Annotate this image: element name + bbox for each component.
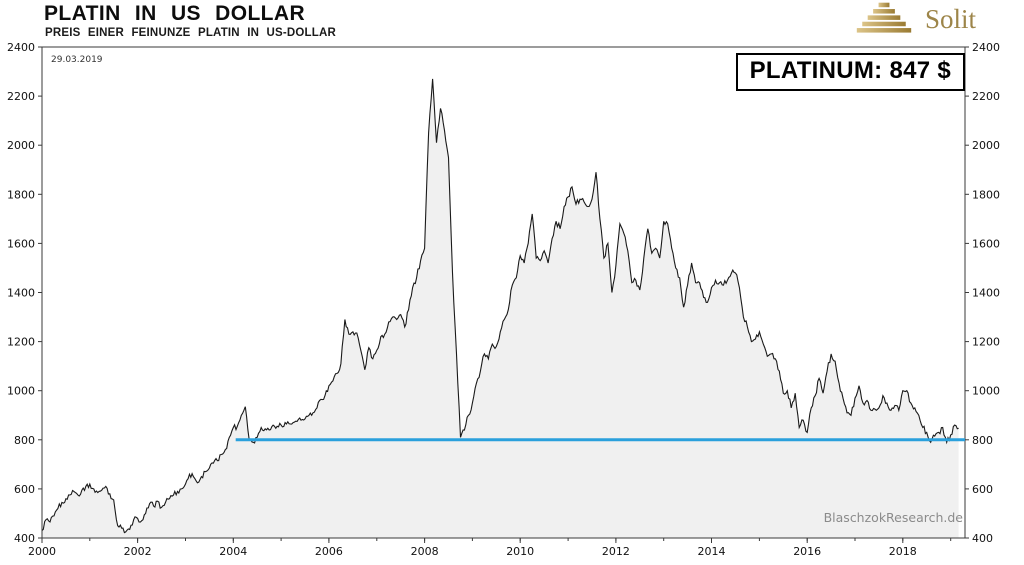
y-tick-label-right: 1600 bbox=[972, 237, 1000, 250]
y-tick-label-left: 1200 bbox=[7, 336, 35, 349]
solit-logo: Solit bbox=[855, 2, 976, 36]
y-tick-label-left: 2000 bbox=[7, 139, 35, 152]
page-subtitle: PREIS EINER FEINUNZE PLATIN IN US-DOLLAR bbox=[45, 27, 337, 39]
x-tick-label: 2006 bbox=[315, 545, 343, 558]
y-tick-label-left: 400 bbox=[14, 532, 35, 545]
y-tick-label-left: 2400 bbox=[7, 41, 35, 54]
y-tick-label-left: 1600 bbox=[7, 237, 35, 250]
y-tick-label-right: 2200 bbox=[972, 90, 1000, 103]
x-tick-label: 2008 bbox=[411, 545, 439, 558]
y-tick-label-left: 600 bbox=[14, 483, 35, 496]
x-tick-label: 2004 bbox=[219, 545, 247, 558]
price-line bbox=[41, 78, 959, 534]
y-tick-label-right: 2000 bbox=[972, 139, 1000, 152]
y-tick-label-left: 800 bbox=[14, 434, 35, 447]
y-tick-label-left: 1800 bbox=[7, 188, 35, 201]
x-tick-label: 2000 bbox=[28, 545, 56, 558]
watermark: BlaschzokResearch.de bbox=[823, 510, 963, 525]
y-tick-label-right: 1400 bbox=[972, 287, 1000, 300]
date-annotation: 29.03.2019 bbox=[51, 55, 103, 65]
axes: 400 400 600 600 800 800 1000 1000 1200 1200 1400 14… bbox=[7, 41, 1000, 558]
y-tick-label-left: 2200 bbox=[7, 90, 35, 103]
current-price-label: PLATINUM: 847 $ bbox=[735, 53, 965, 91]
logo-text: Solit bbox=[924, 3, 976, 34]
y-tick-label-right: 1000 bbox=[972, 385, 1000, 398]
y-tick-label-right: 1800 bbox=[972, 188, 1000, 201]
y-tick-label-right: 600 bbox=[972, 483, 993, 496]
y-tick-label-left: 1400 bbox=[7, 287, 35, 300]
x-tick-label: 2014 bbox=[698, 545, 726, 558]
pyramid-icon bbox=[856, 2, 912, 33]
x-tick-label: 2012 bbox=[602, 545, 630, 558]
y-tick-label-right: 2400 bbox=[972, 41, 1000, 54]
y-tick-label-right: 800 bbox=[972, 434, 993, 447]
x-tick-label: 2010 bbox=[506, 545, 534, 558]
price-area bbox=[42, 78, 959, 539]
x-tick-label: 2018 bbox=[889, 545, 917, 558]
y-tick-label-left: 1000 bbox=[7, 385, 35, 398]
y-tick-label-right: 1200 bbox=[972, 336, 1000, 349]
page-title: PLATIN IN US DOLLAR bbox=[44, 2, 306, 25]
x-tick-label: 2002 bbox=[124, 545, 152, 558]
x-tick-label: 2016 bbox=[793, 545, 821, 558]
y-tick-label-right: 400 bbox=[972, 532, 993, 545]
